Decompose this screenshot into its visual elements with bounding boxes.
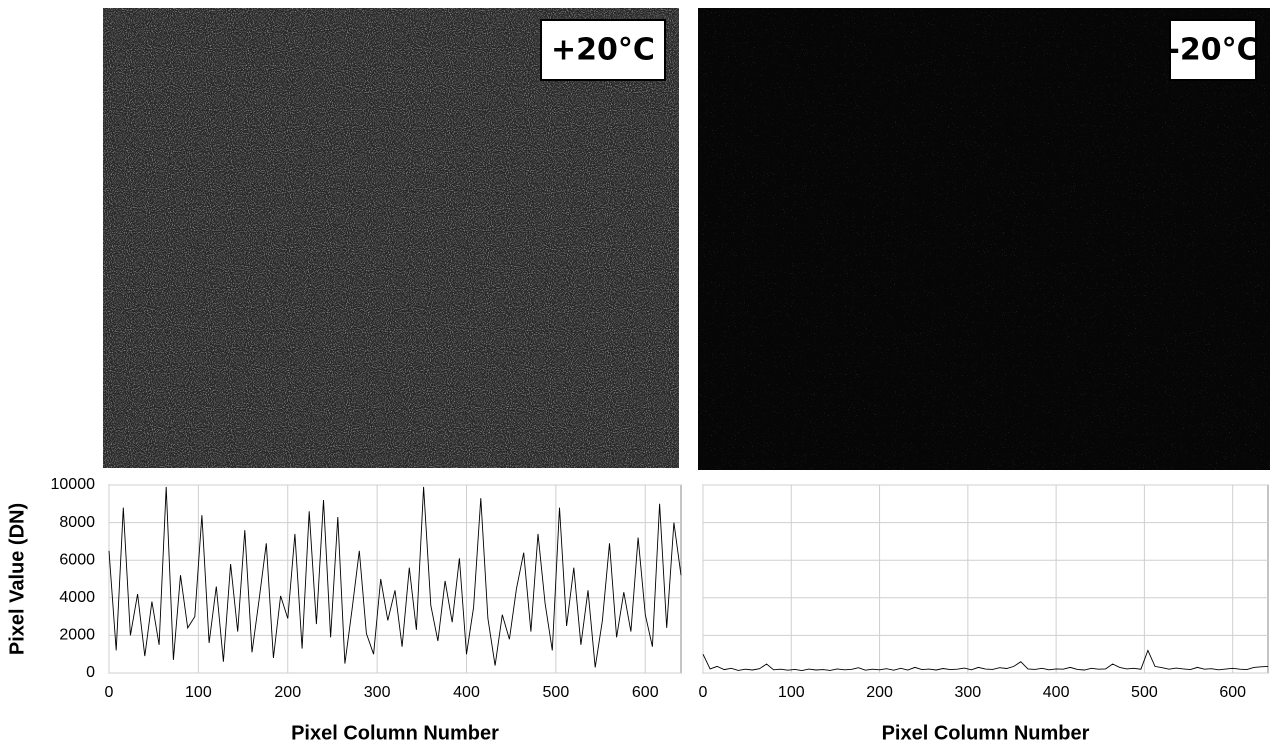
y-axis-label: Pixel Value (DN) (6, 503, 28, 655)
x-tick-label: 400 (1043, 684, 1070, 701)
data-line (702, 649, 1269, 672)
x-tick-label: 400 (453, 684, 480, 701)
x-tick-label: 500 (1131, 684, 1158, 701)
label-box (1169, 19, 1257, 81)
x-axis-label: Pixel Column Number (291, 722, 499, 744)
x-tick-label: 100 (778, 684, 805, 701)
y-tick-label: 10000 (51, 476, 96, 493)
panel-label: +20°C (551, 33, 655, 68)
plot-area (702, 484, 1269, 674)
y-tick-label: 0 (86, 664, 95, 681)
y-tick-label: 2000 (59, 627, 95, 644)
y-tick-label: 8000 (59, 514, 95, 531)
x-tick-label: 300 (954, 684, 981, 701)
y-tick-label: 6000 (59, 551, 95, 568)
data-line (108, 486, 682, 668)
noise-texture (103, 8, 679, 468)
noise-texture (698, 8, 1270, 470)
x-tick-label: 600 (1219, 684, 1246, 701)
plot-area (108, 484, 682, 674)
x-tick-label: 0 (105, 684, 114, 701)
x-tick-label: 300 (364, 684, 391, 701)
label-box (540, 19, 666, 81)
y-tick-label: 4000 (59, 589, 95, 606)
x-tick-label: 500 (543, 684, 570, 701)
x-tick-label: 0 (699, 684, 708, 701)
x-tick-label: 200 (866, 684, 893, 701)
x-tick-label: 100 (185, 684, 212, 701)
x-tick-label: 600 (632, 684, 659, 701)
x-tick-label: 200 (274, 684, 301, 701)
panel-label: -20°C (1167, 33, 1258, 68)
x-axis-label: Pixel Column Number (882, 722, 1090, 744)
